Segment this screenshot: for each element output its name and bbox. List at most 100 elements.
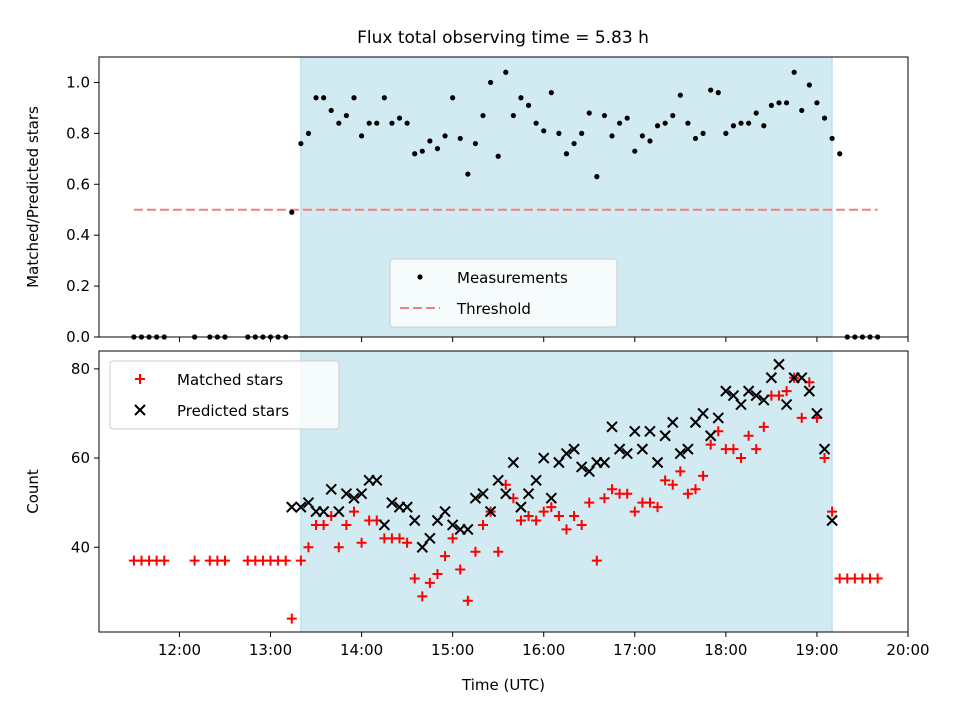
predicted-star-marker xyxy=(340,488,353,500)
measurement-point xyxy=(442,133,448,139)
matched-star-marker xyxy=(280,555,291,566)
matched-star-marker xyxy=(303,542,314,553)
matched-star-marker xyxy=(295,555,306,566)
predicted-star-marker xyxy=(446,519,459,531)
x-tick-label: 20:00 xyxy=(886,641,929,659)
matched-star-marker xyxy=(561,524,572,535)
predicted-star-marker xyxy=(386,496,398,509)
predicted-star-marker xyxy=(317,505,330,518)
matched-star-marker xyxy=(584,497,595,508)
measurement-point xyxy=(480,112,486,119)
matched-star-marker xyxy=(515,515,526,526)
predicted-star-marker xyxy=(750,389,762,402)
matched-star-marker xyxy=(538,506,549,517)
predicted-star-marker xyxy=(629,425,641,437)
measurement-point xyxy=(487,79,494,86)
measurement-point xyxy=(548,90,554,96)
measurement-point xyxy=(783,100,790,106)
y-tick-label: 0.6 xyxy=(66,175,90,193)
predicted-star-marker xyxy=(644,425,656,437)
measurement-point xyxy=(374,120,380,126)
measurement-point xyxy=(351,95,357,101)
measurement-point xyxy=(305,130,312,136)
legend-label: Predicted stars xyxy=(177,402,289,420)
matched-star-marker xyxy=(447,533,458,544)
predicted-star-marker xyxy=(295,501,307,513)
predicted-star-marker xyxy=(780,398,793,411)
matched-star-marker xyxy=(219,555,230,566)
matched-star-marker xyxy=(286,613,297,624)
predicted-star-marker xyxy=(575,461,588,473)
measurement-point xyxy=(389,120,395,126)
matched-star-marker xyxy=(751,444,762,455)
measurement-point xyxy=(571,140,577,147)
count-panel: 40 60 80 12:00 13:00 14:00 15:00 16:00 17:00 18:0… xyxy=(24,350,930,694)
predicted-star-marker xyxy=(401,501,413,513)
matched-star-marker xyxy=(432,569,443,580)
measurement-point xyxy=(685,120,691,126)
matched-star-marker xyxy=(622,488,633,499)
matched-star-marker xyxy=(698,470,709,481)
y-tick-label: 0.0 xyxy=(66,328,90,346)
x-tick-label: 14:00 xyxy=(340,641,383,659)
predicted-star-marker xyxy=(742,385,755,397)
measurement-point xyxy=(715,90,721,96)
predicted-star-marker xyxy=(803,385,816,397)
predicted-star-marker xyxy=(667,416,679,429)
ratio-panel: 0.0 0.2 0.4 0.6 0.8 1.0 Matched/Predicted star… xyxy=(24,56,909,346)
predicted-star-marker xyxy=(765,372,778,384)
x-tick-label: 12:00 xyxy=(158,641,201,659)
predicted-star-marker xyxy=(469,492,482,504)
matched-star-marker xyxy=(531,515,542,526)
measurement-point xyxy=(518,95,524,101)
measurement-point xyxy=(776,100,782,106)
predicted-star-marker xyxy=(697,407,709,420)
matched-star-marker xyxy=(705,439,716,450)
measurement-point xyxy=(677,92,683,98)
matched-star-marker xyxy=(569,511,580,522)
predicted-star-marker xyxy=(704,430,717,442)
predicted-star-marker xyxy=(333,505,345,518)
x-tick-label: 18:00 xyxy=(704,641,747,659)
measurement-point xyxy=(738,120,744,126)
x-tick-label: 17:00 xyxy=(613,641,656,659)
measurement-point xyxy=(692,135,699,142)
predicted-star-marker xyxy=(674,447,687,460)
measurement-point xyxy=(799,107,805,114)
matched-star-marker xyxy=(644,497,655,508)
matched-star-marker xyxy=(781,386,792,397)
measurement-point xyxy=(609,133,615,139)
predicted-star-marker xyxy=(659,430,671,442)
measurement-point xyxy=(412,151,418,157)
measurement-point xyxy=(396,115,403,121)
matched-star-marker xyxy=(773,390,784,401)
measurement-point xyxy=(510,112,516,119)
observing-window-shade xyxy=(300,350,833,633)
x-tick-label: 15:00 xyxy=(431,641,474,659)
measurement-point xyxy=(761,123,767,129)
legend-measurement-marker xyxy=(417,274,423,280)
measurement-point xyxy=(563,151,570,157)
matched-star-marker xyxy=(523,511,534,522)
predicted-star-marker xyxy=(606,421,618,433)
predicted-star-marker xyxy=(773,358,785,371)
legend-matched-marker xyxy=(135,374,145,384)
matched-star-marker xyxy=(189,555,200,566)
matched-star-marker xyxy=(455,564,466,575)
matched-star-marker xyxy=(652,502,663,513)
measurement-point xyxy=(730,123,737,129)
legend-label: Threshold xyxy=(456,300,531,318)
y-tick-label: 80 xyxy=(71,360,90,378)
measurement-point xyxy=(586,110,592,116)
measurement-point xyxy=(647,138,653,144)
matched-star-marker xyxy=(675,466,686,477)
measurement-point xyxy=(313,95,319,101)
measurement-point xyxy=(791,69,797,75)
predicted-star-marker xyxy=(325,483,337,495)
measurement-point xyxy=(746,120,752,126)
measurement-point xyxy=(639,133,645,139)
matched-star-marker xyxy=(827,506,838,517)
matched-star-marker xyxy=(394,533,405,544)
matched-star-marker xyxy=(333,542,344,553)
measurement-point xyxy=(343,112,350,119)
